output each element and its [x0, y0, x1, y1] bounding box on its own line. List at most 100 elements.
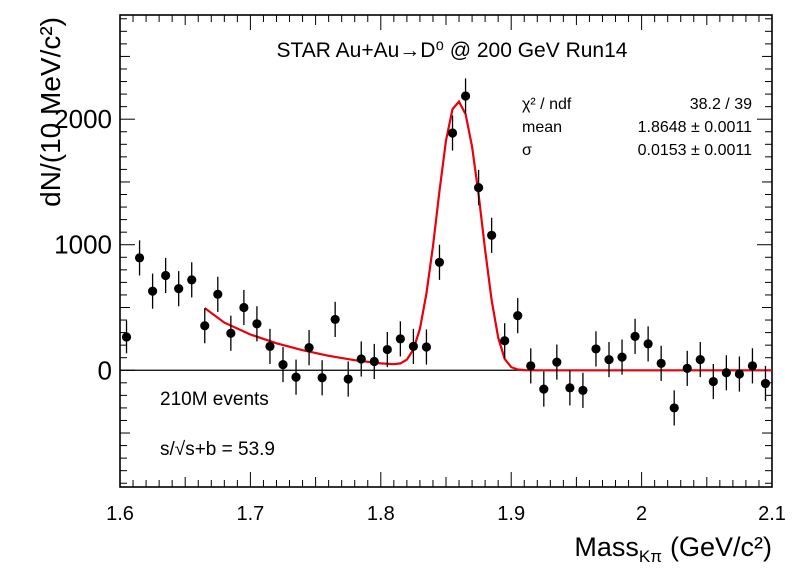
point-marker: [200, 321, 210, 331]
data-point: [161, 257, 171, 294]
data-point: [474, 170, 484, 206]
point-marker: [513, 311, 523, 321]
data-point: [513, 298, 523, 334]
y-tick-label: 1000: [54, 230, 112, 260]
point-marker: [291, 372, 301, 382]
point-marker: [187, 275, 197, 285]
data-point: [213, 276, 223, 312]
data-point: [239, 289, 249, 326]
point-marker: [552, 357, 562, 367]
point-marker: [421, 342, 432, 352]
x-tick-label: 1.9: [497, 503, 525, 525]
point-marker: [578, 385, 588, 395]
point-marker: [304, 343, 314, 353]
point-marker: [330, 314, 340, 325]
data-point: [356, 341, 366, 377]
data-point: [539, 371, 549, 407]
data-point: [200, 308, 210, 344]
point-marker: [656, 358, 666, 368]
events-annotation: 210M events: [160, 389, 269, 410]
data-point: [134, 240, 145, 276]
data-point: [174, 271, 184, 307]
point-marker: [460, 91, 471, 101]
point-marker: [721, 368, 731, 378]
data-point: [265, 328, 275, 364]
point-marker: [174, 284, 184, 294]
point-marker: [604, 354, 614, 365]
point-marker: [695, 354, 705, 365]
point-marker: [487, 230, 497, 240]
point-marker: [734, 369, 745, 379]
y-tick-label: 0: [98, 355, 112, 385]
point-marker: [356, 354, 366, 364]
chart-title: STAR Au+Au→D⁰ @ 200 GeV Run14: [277, 39, 628, 62]
x-axis-label-main: Mass: [574, 532, 639, 562]
data-point: [721, 355, 731, 391]
data-point: [760, 365, 771, 402]
data-point: [591, 331, 601, 367]
point-marker: [539, 384, 549, 394]
significance-annotation: s/√s+b = 53.9: [160, 439, 275, 460]
fit-stats-box: χ² / ndf 38.2 / 39 mean 1.8648 ± 0.0011 …: [522, 96, 752, 159]
data-point: [669, 390, 679, 426]
point-marker: [708, 376, 718, 387]
data-point: [304, 330, 314, 366]
y-axis-label: dN/(10 MeV/c²): [35, 17, 66, 207]
data-point: [682, 350, 692, 386]
point-marker: [317, 373, 327, 383]
point-marker: [278, 360, 288, 370]
data-point: [630, 318, 640, 354]
data-point: [278, 347, 288, 383]
data-point: [408, 328, 418, 364]
data-point: [434, 244, 445, 280]
x-tick-label: 2: [636, 503, 647, 525]
data-point: [252, 306, 262, 342]
data-point: [747, 348, 758, 384]
point-marker: [434, 257, 445, 267]
data-point: [643, 326, 653, 362]
point-marker: [252, 319, 262, 329]
data-point: [226, 315, 236, 351]
data-point: [121, 320, 132, 354]
chi2-label: χ² / ndf: [522, 96, 572, 113]
x-tick-labels: 1.6 1.7 1.8 1.9 2 2.1: [106, 503, 786, 525]
data-point: [382, 331, 392, 368]
point-marker: [265, 341, 275, 352]
point-marker: [630, 331, 640, 341]
data-point: [187, 262, 197, 298]
point-marker: [161, 270, 171, 281]
mean-label: mean: [522, 119, 562, 136]
point-marker: [526, 361, 536, 371]
point-marker: [382, 344, 392, 355]
data-point: [565, 370, 575, 406]
point-marker: [134, 253, 145, 263]
data-point: [500, 323, 510, 359]
data-point: [604, 342, 614, 378]
point-marker: [343, 374, 353, 384]
y-tick-label: 2000: [54, 104, 112, 134]
data-point: [734, 356, 745, 392]
data-point: [526, 348, 536, 384]
sigma-value: 0.0153 ± 0.0011: [638, 142, 752, 159]
point-marker: [669, 403, 679, 413]
gaussian-fit-curve: [204, 99, 772, 372]
data-point: [395, 321, 405, 357]
data-point: [578, 372, 588, 408]
data-point: [617, 339, 627, 375]
point-marker: [395, 334, 405, 344]
point-marker: [148, 286, 158, 296]
data-point: [447, 115, 458, 151]
x-tick-label: 1.7: [236, 503, 264, 525]
mean-value: 1.8648 ± 0.0011: [638, 119, 752, 136]
data-point: [330, 301, 340, 337]
sigma-label: σ: [522, 142, 532, 159]
data-point: [552, 344, 562, 380]
data-point: [148, 273, 158, 309]
point-marker: [239, 302, 249, 313]
axis-ticks: [119, 15, 773, 487]
x-axis-label-unit: (GeV/c²): [670, 532, 772, 562]
point-marker: [682, 363, 692, 373]
x-axis-label-subscript: Kπ: [639, 547, 662, 566]
point-marker: [408, 341, 418, 352]
